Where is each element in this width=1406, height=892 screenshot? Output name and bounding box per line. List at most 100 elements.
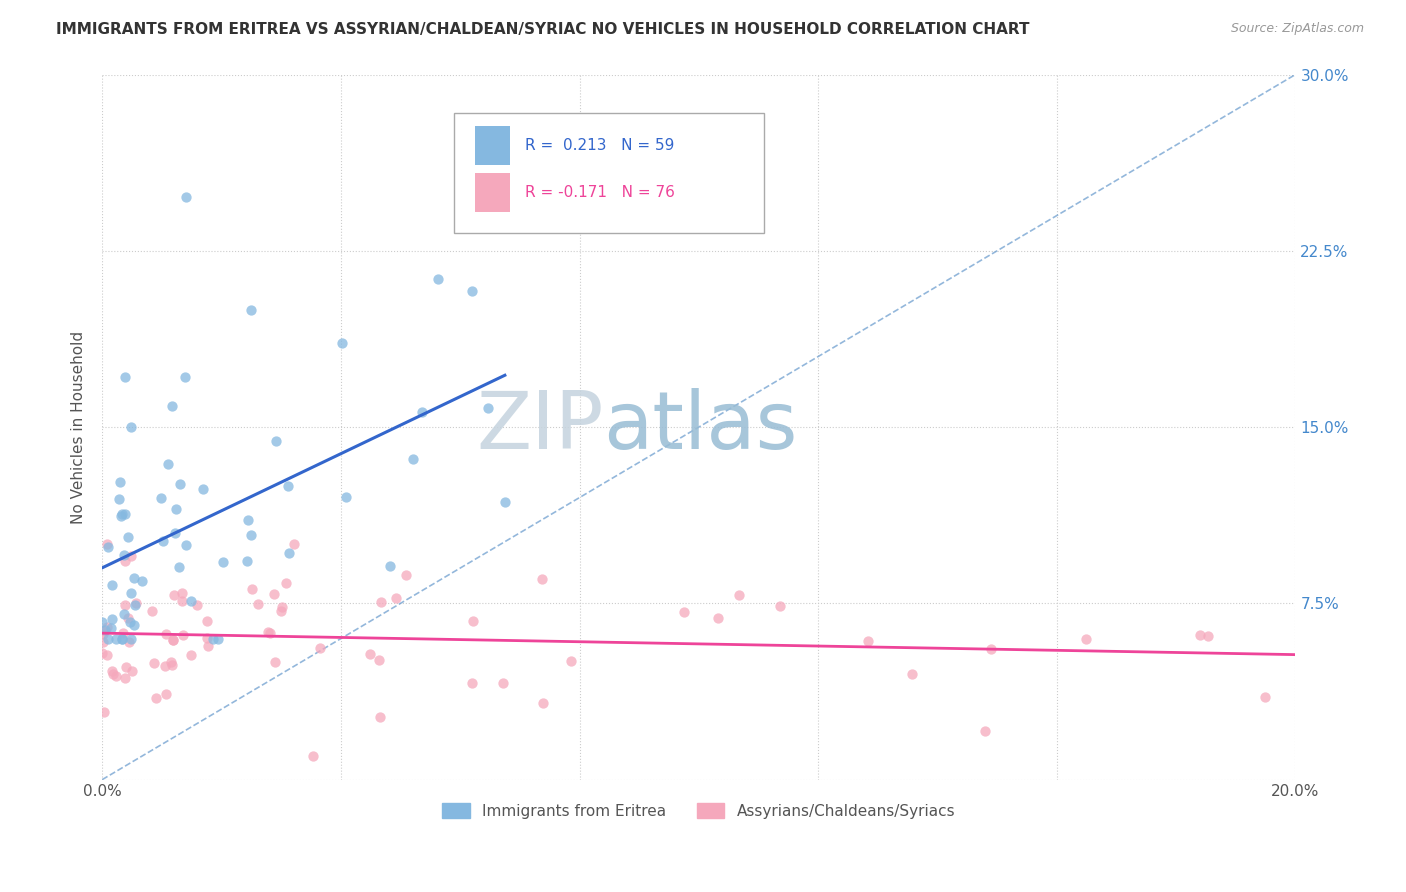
Point <box>207 632 229 646</box>
Bar <box>474 126 510 165</box>
Point <box>402 451 425 466</box>
Point <box>112 607 135 621</box>
Point <box>240 528 263 542</box>
Point <box>112 548 135 562</box>
Point <box>335 490 357 504</box>
Point <box>96 648 118 662</box>
Text: R =  0.213   N = 59: R = 0.213 N = 59 <box>524 138 673 153</box>
Point <box>1188 628 1211 642</box>
Point <box>114 671 136 685</box>
Point <box>368 709 391 723</box>
Point <box>263 587 285 601</box>
Point <box>411 405 433 419</box>
Point <box>728 588 751 602</box>
Point <box>531 696 554 710</box>
Point <box>91 624 114 639</box>
Point <box>112 626 135 640</box>
Point <box>271 600 294 615</box>
Point <box>117 530 139 544</box>
Point <box>427 271 450 285</box>
Text: Source: ZipAtlas.com: Source: ZipAtlas.com <box>1230 22 1364 36</box>
Point <box>105 669 128 683</box>
Point <box>856 633 879 648</box>
Point <box>91 634 114 648</box>
Point <box>276 576 298 591</box>
Point <box>172 627 194 641</box>
Point <box>359 647 381 661</box>
Point <box>105 632 128 646</box>
Point <box>1197 629 1219 643</box>
Point <box>240 302 263 317</box>
Point <box>259 626 281 640</box>
Point <box>124 596 146 610</box>
Point <box>707 611 730 625</box>
Point <box>332 336 354 351</box>
Point <box>120 632 142 646</box>
Point <box>277 479 299 493</box>
Point <box>100 621 122 635</box>
Point <box>111 507 134 521</box>
Point <box>174 370 197 384</box>
Point <box>174 538 197 552</box>
Point <box>122 617 145 632</box>
Point <box>257 624 280 639</box>
Point <box>283 537 305 551</box>
Point <box>378 559 401 574</box>
Point <box>394 568 416 582</box>
Y-axis label: No Vehicles in Household: No Vehicles in Household <box>72 331 86 524</box>
Point <box>162 657 184 672</box>
Point <box>120 586 142 600</box>
Point <box>165 502 187 516</box>
Point <box>278 546 301 560</box>
Point <box>163 588 186 602</box>
Point <box>155 659 177 673</box>
Point <box>111 632 134 646</box>
Point <box>101 667 124 681</box>
Text: atlas: atlas <box>603 388 797 466</box>
Point <box>186 599 208 613</box>
Point <box>100 664 122 678</box>
Point <box>980 642 1002 657</box>
Point <box>114 507 136 521</box>
Point <box>235 554 257 568</box>
Point <box>174 190 197 204</box>
Point <box>117 635 139 649</box>
Point <box>96 536 118 550</box>
Point <box>110 509 132 524</box>
Point <box>114 554 136 568</box>
Point <box>1076 632 1098 647</box>
Point <box>114 599 136 613</box>
Point <box>769 599 792 613</box>
Point <box>169 477 191 491</box>
Point <box>191 482 214 496</box>
Point <box>560 654 582 668</box>
Point <box>162 399 184 413</box>
Point <box>121 664 143 678</box>
Point <box>96 620 118 634</box>
Point <box>141 604 163 618</box>
Point <box>91 646 114 660</box>
FancyBboxPatch shape <box>454 113 765 233</box>
Point <box>672 605 695 619</box>
Point <box>460 284 482 298</box>
Point <box>180 594 202 608</box>
Point <box>122 571 145 585</box>
Point <box>973 724 995 739</box>
Point <box>170 594 193 608</box>
Point <box>150 491 173 505</box>
Point <box>108 491 131 506</box>
Point <box>131 574 153 588</box>
Point <box>492 676 515 690</box>
Legend: Immigrants from Eritrea, Assyrians/Chaldeans/Syriacs: Immigrants from Eritrea, Assyrians/Chald… <box>436 797 962 825</box>
Point <box>246 597 269 611</box>
Point <box>167 560 190 574</box>
Point <box>240 582 263 596</box>
Point <box>91 615 114 629</box>
Point <box>309 641 332 656</box>
Point <box>120 420 142 434</box>
Point <box>120 549 142 563</box>
Point <box>172 586 194 600</box>
Text: R = -0.171   N = 76: R = -0.171 N = 76 <box>524 186 675 200</box>
Point <box>111 632 134 646</box>
Point <box>101 612 124 626</box>
